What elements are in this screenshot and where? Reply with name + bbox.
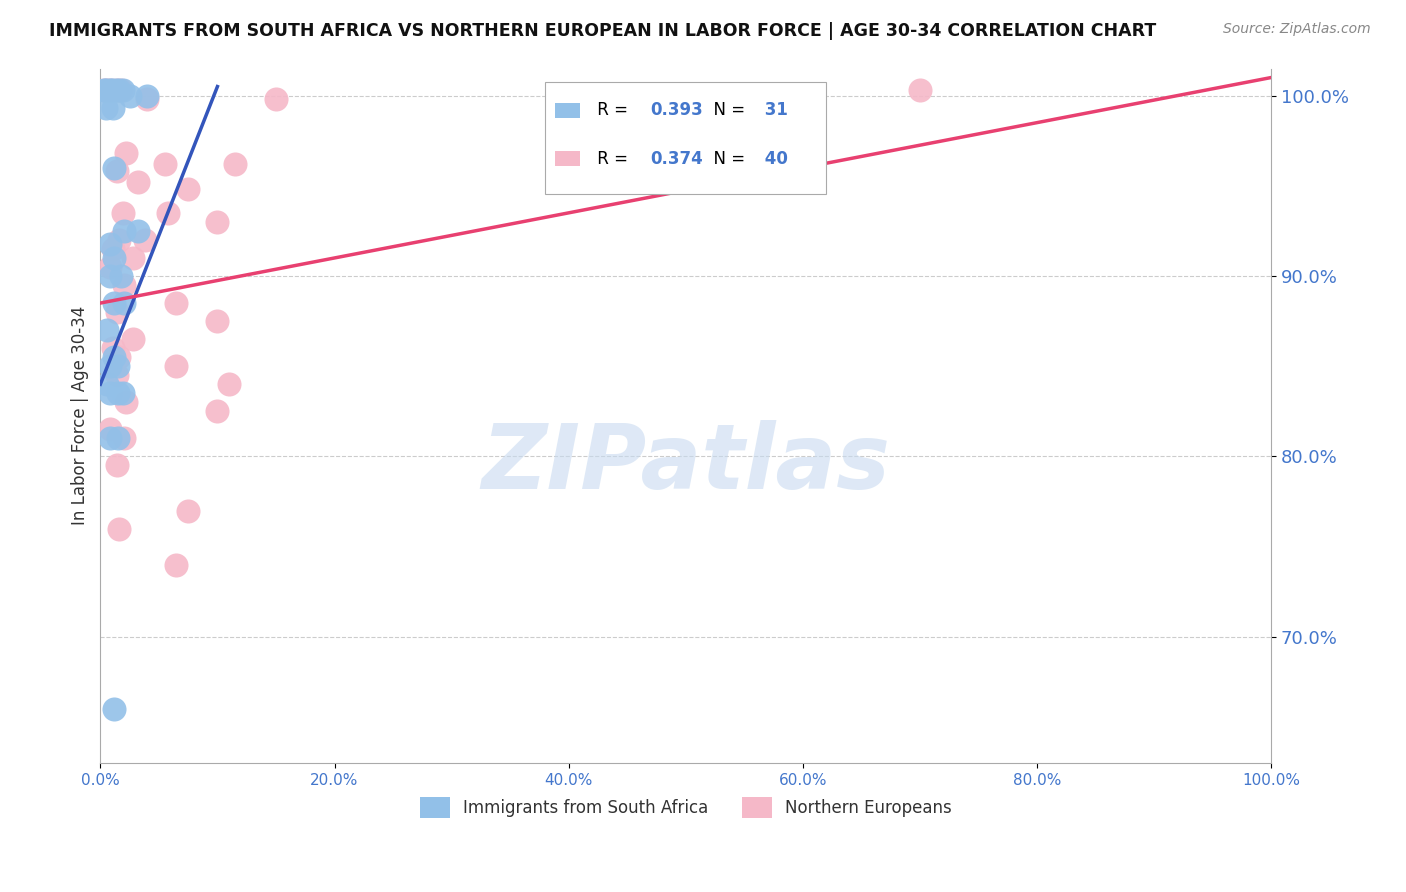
Point xyxy=(207,314,229,328)
Point xyxy=(115,395,138,409)
Point xyxy=(110,268,132,283)
Point xyxy=(98,386,121,401)
Point xyxy=(134,233,156,247)
Point xyxy=(105,164,128,178)
Point xyxy=(908,83,931,97)
Point xyxy=(105,83,128,97)
Text: 40: 40 xyxy=(759,150,789,168)
Point xyxy=(157,206,180,220)
Text: R =: R = xyxy=(592,150,633,168)
Point xyxy=(122,251,145,265)
Point xyxy=(96,323,118,337)
Point xyxy=(103,350,125,364)
Point xyxy=(207,404,229,418)
Point xyxy=(111,83,134,97)
Text: R =: R = xyxy=(592,101,633,120)
Point xyxy=(111,206,134,220)
Point xyxy=(103,101,125,115)
Point xyxy=(108,522,131,536)
Text: N =: N = xyxy=(703,150,751,168)
Point xyxy=(107,431,129,445)
Text: 0.393: 0.393 xyxy=(651,101,703,120)
Point xyxy=(98,431,121,445)
Point xyxy=(111,386,134,401)
Text: 0.374: 0.374 xyxy=(651,150,703,168)
Point xyxy=(108,350,131,364)
Point xyxy=(112,296,135,310)
Point xyxy=(115,146,138,161)
Point xyxy=(98,236,121,251)
Point xyxy=(127,224,149,238)
Point xyxy=(93,83,115,97)
Point xyxy=(218,377,240,392)
Point xyxy=(104,83,127,97)
Point xyxy=(165,558,187,572)
Y-axis label: In Labor Force | Age 30-34: In Labor Force | Age 30-34 xyxy=(72,306,89,525)
Point xyxy=(153,157,176,171)
Point xyxy=(105,305,128,319)
Point xyxy=(127,175,149,189)
Point xyxy=(107,359,129,374)
Text: N =: N = xyxy=(703,101,751,120)
Point xyxy=(136,88,159,103)
Point xyxy=(112,431,135,445)
Point xyxy=(96,83,118,97)
Point xyxy=(165,359,187,374)
Text: ZIPatlas: ZIPatlas xyxy=(481,420,890,508)
Point xyxy=(96,83,118,97)
Point xyxy=(118,88,141,103)
Point xyxy=(98,268,121,283)
Text: Source: ZipAtlas.com: Source: ZipAtlas.com xyxy=(1223,22,1371,37)
Point xyxy=(136,92,159,106)
Point xyxy=(100,83,122,97)
Point xyxy=(103,702,125,716)
Point xyxy=(103,251,125,265)
Bar xyxy=(554,151,581,167)
Point xyxy=(98,260,121,274)
Point xyxy=(177,503,200,517)
Point xyxy=(96,377,118,392)
Point xyxy=(224,157,246,171)
Point xyxy=(96,101,118,115)
Point xyxy=(122,332,145,346)
Point xyxy=(103,296,125,310)
Point xyxy=(98,83,121,97)
Point xyxy=(107,386,129,401)
Point xyxy=(105,368,128,383)
Text: 31: 31 xyxy=(759,101,789,120)
Point xyxy=(108,233,131,247)
Point xyxy=(110,83,132,97)
FancyBboxPatch shape xyxy=(546,82,827,194)
Text: IMMIGRANTS FROM SOUTH AFRICA VS NORTHERN EUROPEAN IN LABOR FORCE | AGE 30-34 COR: IMMIGRANTS FROM SOUTH AFRICA VS NORTHERN… xyxy=(49,22,1157,40)
Point xyxy=(98,359,121,374)
Point xyxy=(264,92,287,106)
Point xyxy=(105,458,128,473)
Point xyxy=(112,224,135,238)
Point xyxy=(101,83,124,97)
Bar xyxy=(554,103,581,118)
Legend: Immigrants from South Africa, Northern Europeans: Immigrants from South Africa, Northern E… xyxy=(413,790,959,824)
Point xyxy=(112,278,135,293)
Point xyxy=(177,182,200,196)
Point xyxy=(98,422,121,436)
Point xyxy=(207,215,229,229)
Point xyxy=(103,242,125,256)
Point xyxy=(108,83,131,97)
Point xyxy=(103,161,125,175)
Point xyxy=(165,296,187,310)
Point xyxy=(93,83,115,97)
Point xyxy=(103,341,125,355)
